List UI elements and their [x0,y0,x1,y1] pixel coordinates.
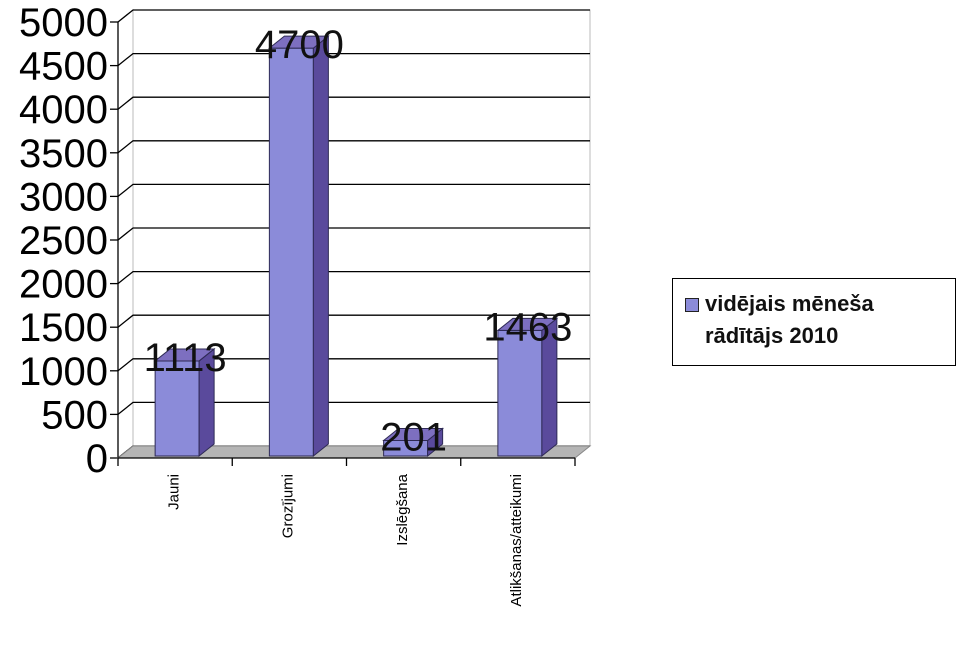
data-label: 4700 [255,23,344,67]
x-tick-label: Atlikšanas/atteikumi [508,474,525,607]
bar-1 [153,347,216,458]
bar-3 [382,427,445,458]
gridline [117,96,590,110]
data-label: 1113 [144,336,227,380]
x-axis-labels: Jauni Grozījumi Izslēgšana Atlikšanas/attei… [165,473,525,606]
y-tick-label: 5000 [19,1,108,45]
bar-side [312,35,329,458]
data-label: 1463 [483,305,572,349]
gridlines [117,9,590,459]
chart-floor [116,445,592,466]
legend-label: vidējais mēneša rādītājs 2010 [705,291,874,348]
y-tick-label: 2500 [19,219,108,263]
bars [153,35,559,458]
bar-top [267,35,330,49]
gridline [117,183,590,197]
bar-4 [496,317,559,458]
gridline [117,140,590,154]
data-labels: 1113 4700 201 1463 [144,23,573,459]
y-tick-label: 4000 [19,88,108,132]
gridline [117,9,590,23]
data-label: 201 [380,415,447,459]
gridline [117,401,590,415]
legend-swatch [685,298,699,312]
bar-front [268,47,314,457]
y-tick-label: 3500 [19,132,108,176]
y-tick-label: 500 [41,393,108,437]
gridline [117,227,590,241]
x-tick-label: Izslēgšana [394,473,411,545]
y-tick-label: 1500 [19,306,108,350]
gridline [117,358,590,372]
bar-top [496,317,559,331]
gridline [117,270,590,285]
y-tick-label: 3000 [19,175,108,219]
bar-top [153,348,216,362]
bar-top [382,427,445,441]
gridline [117,314,590,328]
bar-front [497,329,543,457]
y-tick-label: 1000 [19,350,108,394]
bar-front [154,360,200,457]
y-tick-label: 2000 [19,263,108,307]
x-tick-label: Grozījumi [280,474,297,538]
legend: vidējais mēneša rādītājs 2010 [672,278,956,366]
bar-2 [267,35,330,458]
x-tick-label: Jauni [165,474,182,510]
gridline [117,52,590,67]
y-tick-label: 0 [86,437,108,481]
y-tick-label: 4500 [19,45,108,89]
